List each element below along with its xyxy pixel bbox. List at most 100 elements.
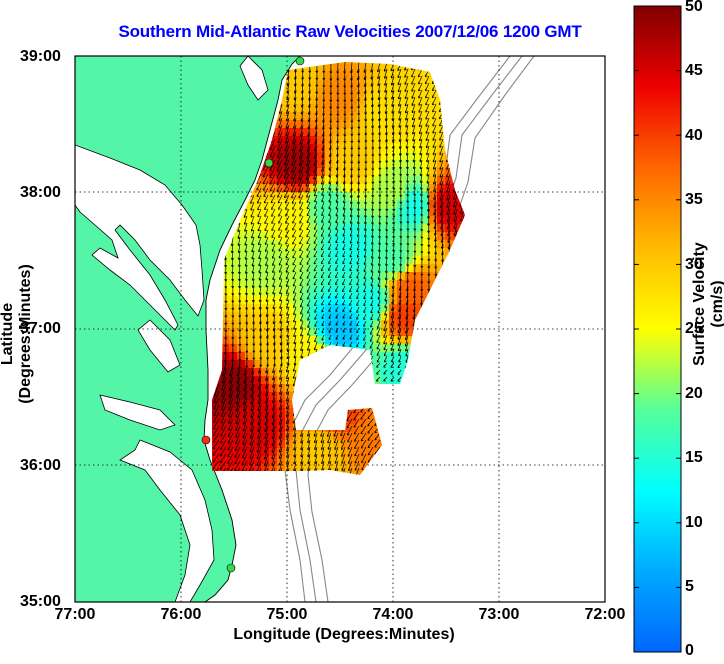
velocity-cell [405,304,414,313]
velocity-cell [229,424,238,433]
velocity-cell [285,320,294,329]
velocity-arrow [278,222,283,231]
velocity-arrow [298,152,304,167]
velocity-cell [285,344,294,353]
velocity-cell [229,384,238,393]
velocity-cell [212,440,214,449]
velocity-arrow [420,208,424,217]
velocity-cell [381,104,390,113]
velocity-cell [237,336,246,345]
velocity-cell [261,456,270,465]
velocity-cell [381,256,390,265]
velocity-cell [357,192,366,201]
velocity-cell [325,208,334,217]
velocity-cell [405,288,414,297]
velocity-cell [317,104,326,113]
velocity-cell [349,272,358,281]
velocity-arrow [328,187,332,197]
velocity-cell [389,344,398,353]
velocity-cell [437,120,446,129]
y-axis-label: Latitude (Degrees:Minutes) [0,264,34,404]
velocity-cell [349,328,358,337]
velocity-arrow [439,145,444,156]
velocity-cell [285,176,294,185]
velocity-cell [373,208,382,217]
velocity-arrow [439,159,444,170]
velocity-cell [397,120,406,129]
velocity-cell [397,320,406,329]
velocity-cell [245,344,254,353]
velocity-cell [389,64,398,73]
velocity-arrow [299,229,304,238]
velocity-cell [301,344,310,353]
velocity-cell [301,120,310,129]
velocity-cell [365,408,374,417]
velocity-cell [237,224,246,233]
velocity-arrow [264,208,269,217]
velocity-arrow [397,82,402,93]
velocity-cell [309,88,318,97]
velocity-cell [261,264,270,273]
velocity-cell [317,192,326,201]
velocity-cell [325,432,334,441]
velocity-cell [421,264,430,273]
velocity-cell [373,320,382,329]
bay-inlet-south [99,394,176,431]
velocity-cell [397,368,406,377]
velocity-cell [405,320,414,329]
velocity-cell [413,280,422,289]
velocity-cell [405,312,414,321]
velocity-cell [397,344,406,353]
velocity-cell [357,136,366,145]
velocity-cell [373,184,382,193]
velocity-arrow [269,180,276,192]
velocity-arrow [342,222,346,231]
velocity-cell [293,456,302,465]
velocity-cell [397,216,406,225]
velocity-cell [261,280,270,289]
velocity-cell [245,384,254,393]
velocity-arrow [298,166,304,180]
velocity-arrow [306,201,311,210]
velocity-arrow [321,194,325,203]
velocity-cell [349,112,358,121]
velocity-cell [421,248,430,257]
velocity-arrow [425,82,430,92]
velocity-arrow [411,75,416,85]
velocity-cell [301,176,310,185]
velocity-cell [325,136,334,145]
velocity-arrow [397,89,402,100]
velocity-cell [285,112,294,121]
velocity-arrow [432,110,437,120]
velocity-cell [221,328,230,337]
velocity-cell [221,456,230,465]
colorbar-label: Surface Velocity (cm/s) [691,242,724,366]
velocity-cell [421,96,430,105]
velocity-cell [317,296,326,305]
velocity-cell [293,216,302,225]
velocity-arrow [419,131,423,142]
velocity-cell [421,88,430,97]
velocity-cell [325,160,334,169]
velocity-arrow [256,194,262,204]
velocity-cell [285,280,294,289]
velocity-arrow [313,166,318,180]
velocity-cell [309,272,318,281]
velocity-cell [325,112,334,121]
velocity-arrow [291,159,297,173]
velocity-arrow [291,194,297,204]
velocity-arrow [418,82,423,92]
velocity-cell [397,160,406,169]
velocity-cell [325,296,334,305]
velocity-cell [333,320,342,329]
chesapeake-bay [75,144,205,331]
velocity-cell [397,152,406,161]
velocity-arrow [328,194,332,203]
velocity-arrow [292,124,297,137]
velocity-cell [357,208,366,217]
velocity-cell [357,120,366,129]
velocity-cell [285,464,294,473]
velocity-arrow [277,138,283,151]
velocity-cell [405,120,414,129]
